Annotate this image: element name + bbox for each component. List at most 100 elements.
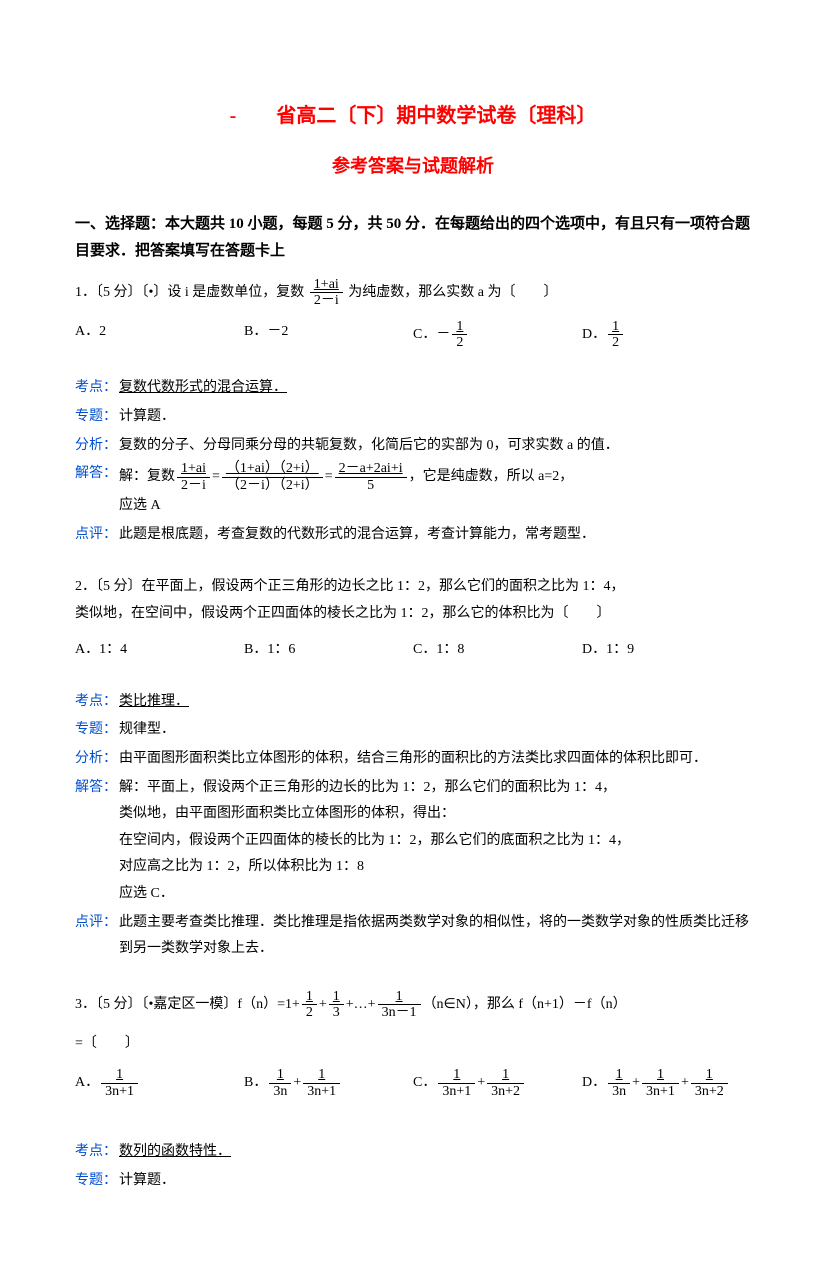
kaodian-label: 考点： [75, 375, 119, 402]
q2-opt-b: B．1：6 [244, 637, 413, 664]
frac-den: 3n+1 [101, 1084, 138, 1099]
q1-analysis: 考点： 复数代数形式的混合运算． 专题： 计算题． 分析： 复数的分子、分母同乘… [75, 375, 751, 548]
frac-den: 3n [608, 1084, 630, 1099]
frac-num: 1 [608, 1067, 630, 1083]
plus: + [293, 1075, 301, 1090]
frac-num: （1+ai）（2+i） [222, 461, 323, 477]
frac-den: 3n+1 [642, 1084, 679, 1099]
q1-optd-frac: 12 [608, 319, 623, 351]
jieda-l1: 解：平面上，假设两个正三角形的边长的比为 1：2，那么它们的面积比为 1：4， [119, 780, 616, 795]
q1-opt-a: A．2 [75, 319, 244, 351]
q1-optc-frac: 12 [452, 319, 467, 351]
q3-optd-frac2: 13n+1 [642, 1067, 679, 1099]
frac-den: 3n+1 [303, 1084, 340, 1099]
frac-den: 3n－1 [378, 1005, 421, 1020]
frac-num: 1 [487, 1067, 524, 1083]
jieda-l4: 对应高之比为 1：2，所以体积比为 1：8 [119, 859, 364, 874]
q1-text-after: 为纯虚数，那么实数 a 为〔 〕 [348, 285, 557, 300]
frac-num: 1 [452, 319, 467, 335]
zhuanti-content: 计算题． [119, 404, 751, 431]
frac-den: 2－i [177, 478, 210, 493]
q3-opt-b: B．13n+13n+1 [244, 1067, 413, 1099]
dianping-content: 此题是根底题，考查复数的代数形式的混合运算，考查计算能力，常考题型． [119, 522, 751, 549]
plus: + [632, 1075, 640, 1090]
q3-optc-frac2: 13n+2 [487, 1067, 524, 1099]
q3-text-before: 3．〔5 分〕〔•嘉定区一模〕f（n）=1+ [75, 997, 300, 1012]
q1-opt-b: B．－2 [244, 319, 413, 351]
q1-options: A．2 B．－2 C．－12 D．12 [75, 319, 751, 351]
opt-prefix: D． [582, 327, 606, 342]
jieda-frac1: 1+ai2－i [177, 461, 210, 493]
question-3: 3．〔5 分〕〔•嘉定区一模〕f（n）=1+12+13+…+13n－1（n∈N）… [75, 989, 751, 1057]
page-subtitle: 参考答案与试题解析 [75, 152, 751, 181]
kaodian-content: 数列的函数特性． [119, 1139, 751, 1166]
frac-den: （2－i）（2+i） [222, 478, 323, 493]
frac-den: 5 [335, 478, 407, 493]
frac-num: 1 [303, 1067, 340, 1083]
q2-line2: 类似地，在空间中，假设两个正四面体的棱长之比为 1：2，那么它的体积比为〔 〕 [75, 601, 751, 628]
q2-analysis: 考点： 类比推理． 专题： 规律型． 分析： 由平面图形面积类比立体图形的体积，… [75, 689, 751, 963]
jieda-label: 解答： [75, 461, 119, 488]
jieda-frac3: 2－a+2ai+i5 [335, 461, 407, 493]
q3-optd-frac3: 13n+2 [691, 1067, 728, 1099]
section-header: 一、选择题：本大题共 10 小题，每题 5 分，共 50 分．在每题给出的四个选… [75, 211, 751, 265]
fenxi-content: 复数的分子、分母同乘分母的共轭复数，化简后它的实部为 0，可求实数 a 的值． [119, 433, 751, 460]
frac-num: 1 [642, 1067, 679, 1083]
q1-fraction: 1+ai 2－i [310, 277, 343, 309]
jieda-l3: 在空间内，假设两个正四面体的棱长的比为 1：2，那么它们的底面积之比为 1：4， [119, 833, 630, 848]
q3-optb-frac1: 13n [269, 1067, 291, 1099]
eq: = [212, 469, 220, 484]
question-2: 2．〔5 分〕在平面上，假设两个正三角形的边长之比 1：2，那么它们的面积之比为… [75, 574, 751, 627]
frac-num: 1 [101, 1067, 138, 1083]
q2-line1: 2．〔5 分〕在平面上，假设两个正三角形的边长之比 1：2，那么它们的面积之比为… [75, 574, 751, 601]
q3-optb-frac2: 13n+1 [303, 1067, 340, 1099]
dianping-label: 点评： [75, 910, 119, 937]
q3-options: A．13n+1 B．13n+13n+1 C．13n+1+13n+2 D．13n+… [75, 1067, 751, 1099]
zhuanti-label: 专题： [75, 404, 119, 431]
dianping-content: 此题主要考查类比推理．类比推理是指依据两类数学对象的相似性，将的一类数学对象的性… [119, 910, 751, 963]
q2-opt-a: A．1：4 [75, 637, 244, 664]
zhuanti-label: 专题： [75, 1168, 119, 1195]
opt-sign: － [436, 327, 450, 342]
q3-optc-frac1: 13n+1 [438, 1067, 475, 1099]
frac-num: 1 [269, 1067, 291, 1083]
q2-opt-c: C．1：8 [413, 637, 582, 664]
q3-frac1: 12 [302, 989, 317, 1021]
q3-frac2: 13 [329, 989, 344, 1021]
frac-den: 3n+2 [691, 1084, 728, 1099]
q3-opt-c: C．13n+1+13n+2 [413, 1067, 582, 1099]
question-1: 1．〔5 分〕〔•〕设 i 是虚数单位，复数 1+ai 2－i 为纯虚数，那么实… [75, 277, 751, 309]
jieda-suffix: ，它是纯虚数，所以 a=2， [409, 469, 574, 484]
frac-num: 2－a+2ai+i [335, 461, 407, 477]
frac-num: 1+ai [310, 277, 343, 293]
frac-den: 3n+2 [487, 1084, 524, 1099]
frac-num: 1 [302, 989, 317, 1005]
jieda-l2: 类似地，由平面图形面积类比立体图形的体积，得出： [119, 806, 455, 821]
frac-den: 3n [269, 1084, 291, 1099]
jieda-frac2: （1+ai）（2+i）（2－i）（2+i） [222, 461, 323, 493]
dots: +…+ [346, 997, 376, 1012]
frac-den: 3 [329, 1005, 344, 1020]
jieda-l5: 应选 C． [119, 886, 174, 901]
zhuanti-content: 计算题． [119, 1168, 751, 1195]
fenxi-label: 分析： [75, 746, 119, 773]
q3-opt-a: A．13n+1 [75, 1067, 244, 1099]
plus: + [681, 1075, 689, 1090]
plus: + [319, 997, 327, 1012]
jieda-content: 解：复数1+ai2－i=（1+ai）（2+i）（2－i）（2+i）=2－a+2a… [119, 461, 751, 519]
jieda-content: 解：平面上，假设两个正三角形的边长的比为 1：2，那么它们的面积比为 1：4， … [119, 775, 751, 908]
fenxi-content: 由平面图形面积类比立体图形的体积，结合三角形的面积比的方法类比求四面体的体积比即… [119, 746, 751, 773]
jieda-prefix: 解：复数 [119, 469, 175, 484]
q2-options: A．1：4 B．1：6 C．1：8 D．1：9 [75, 637, 751, 664]
q3-analysis: 考点： 数列的函数特性． 专题： 计算题． [75, 1139, 751, 1194]
frac-num: 1 [438, 1067, 475, 1083]
jieda-label: 解答： [75, 775, 119, 802]
kaodian-content: 复数代数形式的混合运算． [119, 375, 751, 402]
opt-prefix: C． [413, 327, 436, 342]
zhuanti-content: 规律型． [119, 717, 751, 744]
kaodian-label: 考点： [75, 689, 119, 716]
q2-opt-d: D．1：9 [582, 637, 751, 664]
frac-den: 2 [302, 1005, 317, 1020]
frac-num: 1 [329, 989, 344, 1005]
zhuanti-label: 专题： [75, 717, 119, 744]
